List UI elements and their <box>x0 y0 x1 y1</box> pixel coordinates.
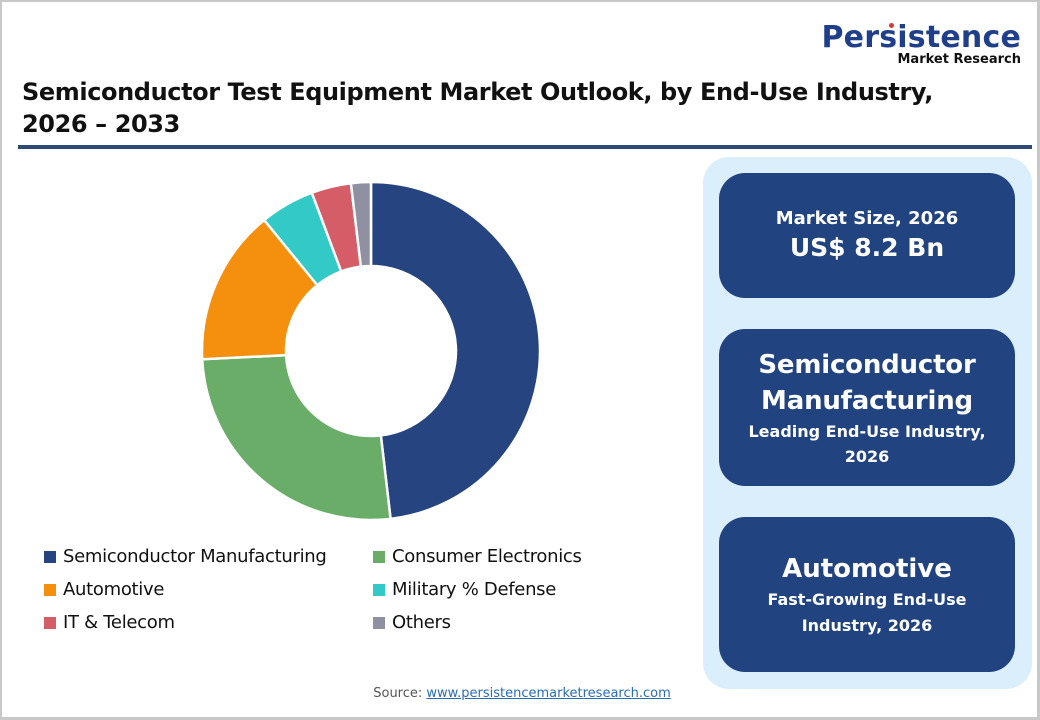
legend-label: Semiconductor Manufacturing <box>63 546 327 567</box>
source-note: Source: www.persistencemarketresearch.co… <box>2 686 1040 701</box>
legend-item-others: Others <box>373 611 633 634</box>
logo-wordmark: Persistence <box>821 20 1021 55</box>
leading-industry-caption-line2: 2026 <box>844 446 890 466</box>
source-label: Source: <box>373 686 423 701</box>
source-link[interactable]: www.persistencemarketresearch.com <box>426 686 671 701</box>
legend-item-semiconductor-manufacturing: Semiconductor Manufacturing <box>44 545 373 568</box>
donut-chart-svg <box>200 180 542 522</box>
fastest-growing-caption-line1: Fast-Growing End-Use <box>767 589 967 609</box>
market-size-card: Market Size, 2026 US$ 8.2 Bn <box>719 173 1015 298</box>
legend-swatch <box>44 550 56 563</box>
donut-slice-semiconductor-manufacturing <box>369 180 542 521</box>
legend-item-consumer-electronics: Consumer Electronics <box>373 545 633 568</box>
legend-swatch <box>373 583 385 596</box>
legend-swatch <box>373 550 385 563</box>
donut-slice-consumer-electronics <box>200 353 392 522</box>
leading-industry-name-line1: Semiconductor <box>758 349 976 380</box>
legend-swatch <box>44 616 56 629</box>
logo-dot-icon <box>889 23 894 28</box>
chart-legend: Semiconductor Manufacturing Consumer Ele… <box>44 545 644 634</box>
legend-swatch <box>373 616 385 629</box>
market-size-label: Market Size, 2026 <box>775 207 959 229</box>
leading-industry-card: Semiconductor Manufacturing Leading End-… <box>719 329 1015 486</box>
legend-label: Automotive <box>63 579 165 600</box>
legend-swatch <box>44 583 56 596</box>
legend-label: Consumer Electronics <box>392 546 582 567</box>
key-stats-panel: Market Size, 2026 US$ 8.2 Bn Semiconduct… <box>703 157 1032 689</box>
legend-item-military-defense: Military % Defense <box>373 578 633 601</box>
legend-label: Military % Defense <box>392 579 557 600</box>
leading-industry-name-line2: Manufacturing <box>761 385 973 416</box>
fastest-growing-name: Automotive <box>782 553 952 584</box>
market-size-value: US$ 8.2 Bn <box>789 232 945 262</box>
fastest-growing-card: Automotive Fast-Growing End-Use Industry… <box>719 517 1015 672</box>
legend-item-automotive: Automotive <box>44 578 373 601</box>
title-divider <box>18 145 1032 149</box>
legend-label: IT & Telecom <box>63 612 175 633</box>
logo-subtitle: Market Research <box>897 52 1022 67</box>
fastest-growing-caption-line2: Industry, 2026 <box>801 615 933 635</box>
leading-industry-caption-line1: Leading End-Use Industry, <box>748 421 986 441</box>
donut-slice-others <box>349 180 373 268</box>
page-title: Semiconductor Test Equipment Market Outl… <box>22 78 933 138</box>
donut-chart <box>192 172 552 532</box>
brand-logo: Persistence Market Research <box>822 22 1022 67</box>
legend-item-it-telecom: IT & Telecom <box>44 611 373 634</box>
legend-label: Others <box>392 612 451 633</box>
